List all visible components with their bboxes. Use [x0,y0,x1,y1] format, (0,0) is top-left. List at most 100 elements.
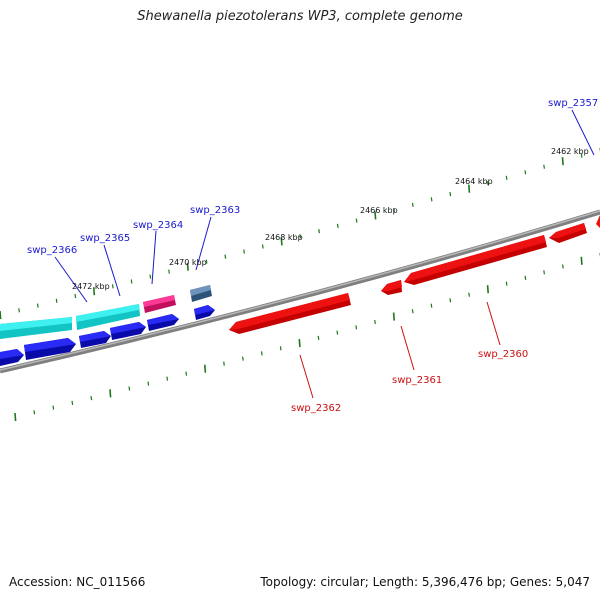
outer-tick-23 [430,197,433,202]
inner-tick-16 [317,335,320,340]
inner-tick-7 [147,381,150,386]
gene-arrow-blue-4[interactable] [110,322,146,340]
inner-tick-14 [279,346,282,351]
inner-tick-11 [223,361,225,366]
inner-tick-9 [185,371,188,376]
leader-swp_2361 [400,325,415,371]
accession-text: Accession: NC_011566 [9,575,146,589]
outer-tick-13 [243,249,245,254]
gene-arrow-partial[interactable] [549,223,587,243]
leader-swp_2360 [486,301,501,346]
inner-tick-21 [411,309,414,314]
outer-tick-9 [168,269,170,274]
inner-tick-18 [355,325,358,330]
outer-tick-21 [393,208,395,213]
gene-block-swp_2365[interactable] [76,304,140,330]
inner-tick-13 [260,351,263,356]
inner-tick-27 [524,275,527,280]
inner-tick-24 [468,292,470,297]
inner-tick-29 [562,264,564,269]
gene-arrow-partial-edge[interactable] [596,215,600,228]
gene-labels: swp_2357 swp_2363 swp_2364 swp_2365 swp_… [27,98,598,414]
tick-label-2468: 2468 kbp [265,233,303,242]
gene-label-swp_2357[interactable]: swp_2357 [548,98,598,109]
inner-tick-5 [109,389,112,398]
genome-backbone [0,209,600,374]
gene-block-swp_2366[interactable] [0,317,72,339]
inner-tick-2 [52,405,55,410]
gene-label-swp_2361[interactable]: swp_2361 [392,375,442,386]
inner-tick-3 [71,400,74,405]
outer-tick-31 [580,153,583,158]
outer-tick-15 [280,237,283,246]
gene-label-swp_2360[interactable]: swp_2360 [478,349,528,360]
leader-swp_2366 [54,256,88,303]
reverse-strand-genes [229,215,600,334]
gene-arrow-blue-1[interactable] [0,349,24,366]
outer-tick-14 [261,244,264,249]
inner-tick-19 [374,319,376,325]
inner-tick-marks [14,253,600,422]
outer-tick-26 [486,181,489,186]
gene-block-swp_2364[interactable] [143,295,176,313]
outer-tick-12 [224,254,227,259]
gene-block-swp_2363[interactable] [190,285,212,302]
outer-tick-20 [374,211,377,220]
inner-tick-1 [33,410,36,415]
outer-tick-1 [18,308,20,313]
inner-tick-20 [392,312,395,321]
tick-label-2472: 2472 kbp [72,282,110,291]
leader-swp_2362 [299,354,314,399]
outer-tick-3 [55,298,58,303]
outer-tick-24 [449,192,452,197]
outer-tick-22 [411,202,414,207]
gene-arrow-blue-5[interactable] [147,314,179,331]
gene-label-swp_2362[interactable]: swp_2362 [291,403,341,414]
tick-labels: 2462 kbp 2464 kbp 2466 kbp 2468 kbp 2470… [72,147,589,291]
inner-tick-0 [14,412,17,422]
gene-label-swp_2364[interactable]: swp_2364 [133,220,183,231]
outer-tick-16 [299,234,302,239]
outer-tick-29 [543,164,545,169]
outer-tick-11 [205,259,208,264]
tick-label-2464: 2464 kbp [455,177,493,186]
gene-arrow-swp_2362[interactable] [229,293,351,334]
inner-tick-17 [336,330,339,335]
inner-tick-10 [204,364,207,373]
label-leaders [54,109,595,399]
tick-label-2462: 2462 kbp [551,147,589,156]
gene-label-swp_2365[interactable]: swp_2365 [80,233,130,244]
leader-swp_2357 [571,109,595,156]
outer-tick-30 [561,157,564,166]
gene-label-swp_2366[interactable]: swp_2366 [27,245,77,256]
outer-tick-marks [0,148,600,320]
inner-tick-30 [580,256,583,265]
leader-swp_2363 [195,216,212,271]
gene-arrow-blue-6[interactable] [194,305,215,320]
inner-tick-28 [543,270,545,275]
inner-tick-8 [166,376,169,381]
outer-tick-0 [0,310,2,320]
leader-swp_2364 [151,230,157,285]
inner-tick-26 [505,281,508,286]
gene-arrow-blue-2[interactable] [24,338,76,360]
outer-tick-17 [318,229,320,234]
gene-arrow-blue-3[interactable] [79,331,111,348]
inner-tick-15 [298,339,301,348]
forward-strand-genes [0,285,215,366]
inner-tick-22 [430,303,433,308]
tick-label-2466: 2466 kbp [360,206,398,215]
inner-tick-4 [90,396,93,401]
genome-summary-text: Topology: circular; Length: 5,396,476 bp… [260,575,590,589]
outer-tick-28 [524,170,527,175]
gene-arrow-swp_2360[interactable] [404,235,547,285]
gene-label-swp_2363[interactable]: swp_2363 [190,205,240,216]
outer-tick-19 [355,218,358,223]
inner-tick-12 [242,356,244,361]
outer-tick-6 [111,284,114,289]
inner-tick-23 [449,298,452,303]
page-title: Shewanella piezotolerans WP3, complete g… [137,9,463,24]
outer-tick-25 [468,184,471,193]
gene-arrow-swp_2361[interactable] [381,280,402,295]
